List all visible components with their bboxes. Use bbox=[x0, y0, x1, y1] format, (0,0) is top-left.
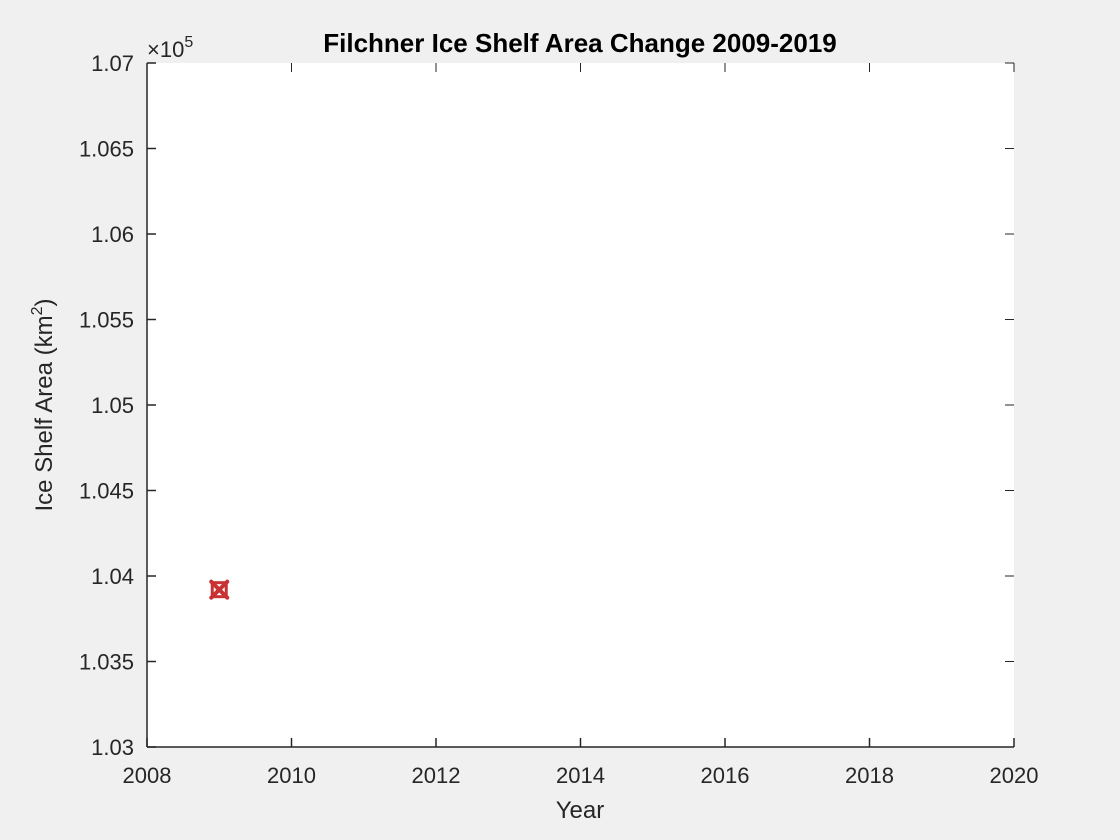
y-tick-labels: 1.03 1.035 1.04 1.045 1.05 1.055 1.06 1.065 1.07 bbox=[79, 51, 134, 760]
axes-background bbox=[147, 63, 1014, 747]
x-tick-label: 2010 bbox=[267, 763, 316, 788]
y-tick-label: 1.055 bbox=[79, 308, 134, 333]
y-tick-label: 1.065 bbox=[79, 137, 134, 162]
y-axis-label: Ice Shelf Area (km2) bbox=[29, 299, 58, 512]
x-tick-label: 2012 bbox=[412, 763, 461, 788]
x-tick-label: 2016 bbox=[701, 763, 750, 788]
x-tick-labels: 2008 2010 2012 2014 2016 2018 2020 bbox=[123, 763, 1039, 788]
y-exponent-label: ×105 bbox=[147, 34, 193, 62]
tick-marks bbox=[146, 62, 1015, 748]
svg-text:Ice Shelf Area (km2): Ice Shelf Area (km2) bbox=[29, 299, 58, 512]
x-tick-label: 2008 bbox=[123, 763, 172, 788]
data-markers bbox=[209, 579, 230, 600]
x-axis-label: Year bbox=[556, 797, 605, 824]
y-tick-label: 1.04 bbox=[91, 564, 134, 589]
y-tick-label: 1.05 bbox=[91, 393, 134, 418]
data-point-marker bbox=[209, 579, 230, 600]
y-tick-label: 1.07 bbox=[91, 51, 134, 76]
x-tick-label: 2020 bbox=[990, 763, 1039, 788]
chart-title: Filchner Ice Shelf Area Change 2009-2019 bbox=[323, 28, 837, 58]
y-tick-label: 1.06 bbox=[91, 222, 134, 247]
y-tick-label: 1.045 bbox=[79, 479, 134, 504]
y-tick-label: 1.03 bbox=[91, 735, 134, 760]
x-tick-label: 2014 bbox=[556, 763, 605, 788]
x-tick-label: 2018 bbox=[845, 763, 894, 788]
y-tick-label: 1.035 bbox=[79, 650, 134, 675]
svg-text:×105: ×105 bbox=[147, 34, 193, 62]
